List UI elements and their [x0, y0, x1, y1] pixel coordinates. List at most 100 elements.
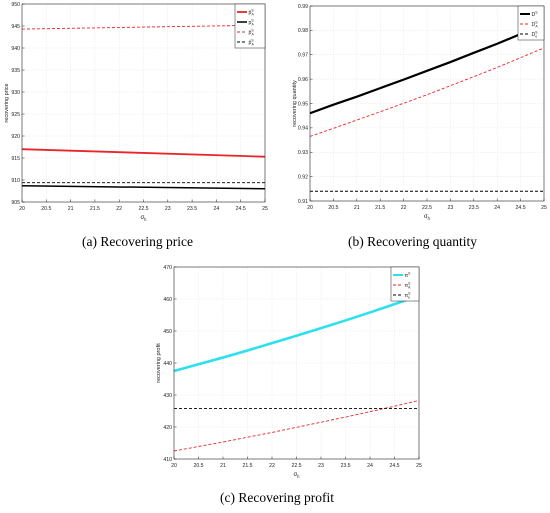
legend-label-sub: A: [408, 286, 411, 290]
legend-label: p̂S A: [249, 38, 255, 46]
x-tick-label: 21.5: [90, 206, 100, 212]
series-line-2: [173, 400, 420, 452]
legend-box: [517, 5, 545, 41]
x-tick-label: 22: [401, 205, 407, 211]
legend-label: pS A: [249, 18, 255, 26]
x-tick-label: 23: [165, 206, 171, 212]
legend-label-sub: A: [251, 13, 254, 17]
y-tick-label: 0.95: [298, 101, 308, 107]
legend-label-sub: A: [251, 33, 254, 37]
legend-label-main: p̄: [249, 10, 252, 16]
legend-label-sub: e: [535, 35, 537, 39]
y-tick-label: 0.97: [298, 53, 308, 59]
x-tick-label: 25: [416, 463, 422, 469]
figure-b-recovering-quantity: 20 20.5 21 21.5 22 22.5 23 23.5 24 24.5 25 0.91 0.92…: [280, 0, 550, 230]
axes-box: [21, 3, 266, 203]
x-tick-label: 23.5: [469, 205, 479, 211]
legend-label: πS A: [405, 281, 412, 289]
x-tick-label: 21: [220, 463, 226, 469]
legend-label-main: π: [405, 273, 409, 279]
legend-label-sup: S: [251, 28, 254, 32]
legend-label-main: p̂: [249, 40, 252, 46]
y-tick-label: 450: [163, 329, 172, 335]
chart-recovering-quantity: 20 20.5 21 21.5 22 22.5 23 23.5 24 24.5 25 0.91 0.92…: [292, 4, 547, 221]
series-line-3: [21, 24, 266, 30]
y-tick-label: 0.93: [298, 150, 308, 156]
x-axis-label-sub: h: [428, 216, 431, 221]
x-axis-label: σh: [293, 472, 300, 479]
legend-label: DS e: [532, 30, 539, 38]
y-tick-label: 930: [11, 90, 20, 96]
x-axis-label-main: σ: [140, 215, 144, 221]
legend-label-sup: S: [535, 30, 538, 34]
legend-label-main: D: [532, 22, 536, 28]
x-tick-label: 24.5: [389, 463, 399, 469]
legend-label-sup: S: [251, 18, 254, 22]
caption-recovering-quantity: (b) Recovering quantity: [348, 234, 477, 249]
legend: p̄S ApS Ap̄S Ap̂S A: [234, 3, 266, 49]
caption-recovering-profit: (c) Recovering profit: [220, 490, 334, 505]
legend-label-main: p̄: [249, 30, 252, 36]
chart-recovering-profit: 20 20.5 21 21.5 22 22.5 23 23.5 24 24.5 25 410 420 43…: [156, 265, 422, 479]
y-tick-label: 0.91: [298, 199, 308, 205]
x-axis-label-sub: h: [297, 474, 300, 479]
axes-box: [173, 266, 420, 460]
x-tick-label: 24.5: [236, 206, 246, 212]
x-axis-label: σh: [140, 215, 147, 222]
x-tick-label: 22.5: [138, 206, 148, 212]
legend-label: DS: [532, 10, 539, 17]
x-tick-label: 24: [367, 463, 373, 469]
legend-label-main: D: [532, 12, 536, 18]
y-axis-label: recovering quantity: [292, 80, 298, 127]
y-tick-label: 430: [163, 393, 172, 399]
legend-label-sup: S: [535, 20, 538, 24]
legend-label: πS: [405, 271, 412, 278]
y-tick-label: 410: [163, 457, 172, 463]
x-tick-label: 25: [262, 206, 268, 212]
x-tick-label: 24: [494, 205, 500, 211]
x-tick-label: 23.5: [340, 463, 350, 469]
y-tick-label: 0.92: [298, 174, 308, 180]
caption-recovering-price: (a) Recovering price: [82, 234, 193, 249]
x-tick-label: 21.5: [375, 205, 385, 211]
x-tick-label: 20: [171, 463, 177, 469]
x-tick-label: 20: [307, 205, 313, 211]
figure-a-recovering-price: 20 20.5 21 21.5 22 22.5 23 23.5 24 24.5 25 905 910 91…: [0, 0, 275, 230]
y-tick-label: 945: [11, 24, 20, 30]
y-tick-label: 935: [11, 68, 20, 74]
y-axis-label: recovering profit: [156, 343, 162, 383]
x-tick-label: 21: [354, 205, 360, 211]
x-tick-label: 24.5: [516, 205, 526, 211]
legend-label: p̄S A: [249, 28, 255, 36]
legend-label-main: π: [405, 283, 409, 289]
series-line-1: [173, 294, 420, 373]
x-tick-label: 21: [68, 206, 74, 212]
y-tick-label: 910: [11, 178, 20, 184]
legend-label-sub: A: [535, 25, 538, 29]
x-tick-label: 20.5: [193, 463, 203, 469]
legend-label-sub: A: [251, 23, 254, 27]
y-tick-label: 0.94: [298, 126, 308, 132]
series-line-1: [309, 23, 545, 115]
legend-label-main: D: [532, 32, 536, 38]
y-tick-label: 420: [163, 425, 172, 431]
chart-recovering-price: 20 20.5 21 21.5 22 22.5 23 23.5 24 24.5 25 905 910 91…: [4, 2, 268, 222]
x-tick-label: 22: [116, 206, 122, 212]
y-tick-label: 915: [11, 156, 20, 162]
x-axis-label-main: σ: [424, 214, 428, 220]
legend-label-sub: e: [408, 296, 410, 300]
y-axis-label: recovering price: [4, 83, 10, 122]
y-tick-label: 925: [11, 112, 20, 118]
legend-label-main: π: [405, 293, 409, 299]
y-tick-label: 950: [11, 2, 20, 8]
x-tick-label: 20: [19, 206, 25, 212]
series-line-1: [21, 148, 266, 158]
legend-label-sup: S: [408, 281, 411, 285]
legend-label-main: p: [249, 20, 252, 26]
x-axis-label-main: σ: [293, 472, 297, 478]
y-tick-label: 0.99: [298, 4, 308, 10]
x-tick-label: 21.5: [242, 463, 252, 469]
legend-label: πS e: [405, 291, 412, 299]
